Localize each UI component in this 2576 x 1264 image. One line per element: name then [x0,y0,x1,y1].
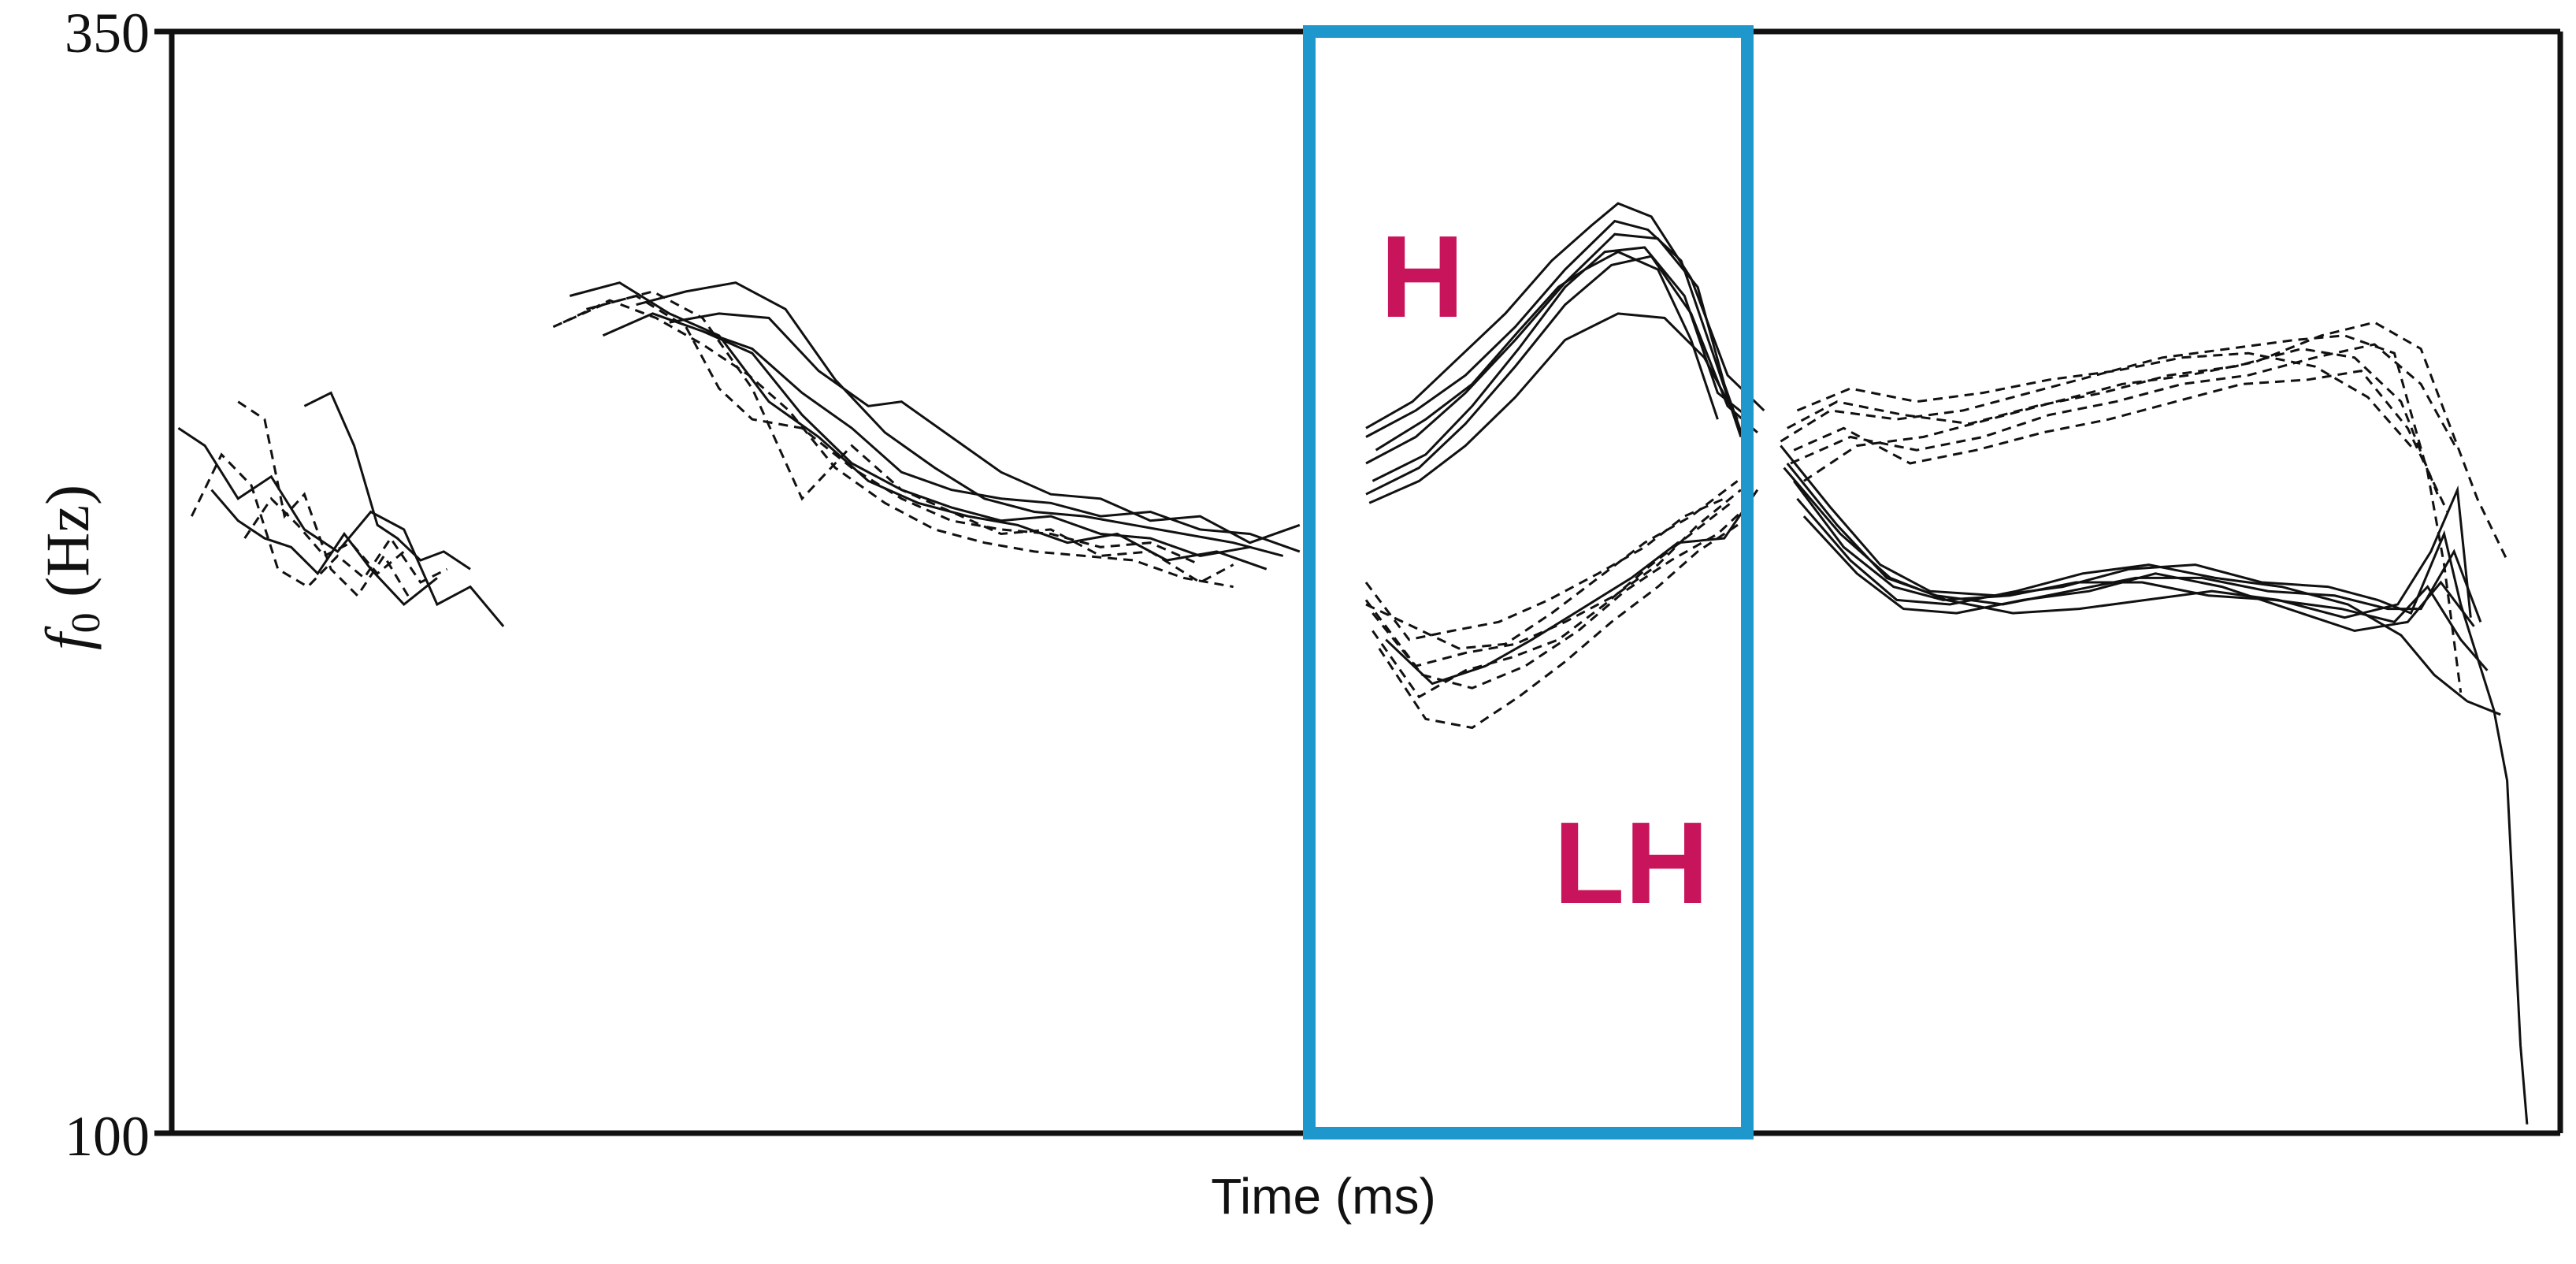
contour-series-3 [210,489,438,607]
contour-series-34 [1790,343,2459,465]
contour-series-39 [1802,515,2475,633]
contour-series-31 [1793,369,2449,513]
y-axis-label-unit: (Hz) [33,485,102,612]
contour-series-5 [303,391,471,571]
contour-series-1 [177,427,505,627]
contour-series-11 [636,281,1284,557]
contour-series-21 [1365,202,1765,429]
contour-series-25 [1378,519,1745,730]
contour-series-28 [1385,489,1759,686]
contour-series-35 [1780,444,2529,1125]
contour-series-37 [1793,480,2489,671]
contour-series-27 [1372,502,1752,690]
contour-series-30 [1787,348,2439,495]
contour-series-32 [1796,351,2415,452]
y-axis-label: f0 (Hz) [33,485,109,650]
contour-series-7 [552,290,1234,584]
contour-series-23 [1372,502,1732,699]
contour-series-2 [190,452,448,589]
contour-series-16 [1365,232,1749,465]
contour-series-38 [1796,497,2501,716]
contour-series-12 [669,312,1301,545]
contour-series-13 [562,299,1234,589]
x-axis-label: Time (ms) [1211,1168,1436,1225]
contour-series-29 [1780,334,2463,693]
contour-series-19 [1375,250,1719,452]
contour-series-15 [1365,219,1743,438]
contour-series-33 [1803,321,2508,561]
y-tick-label-bottom: 100 [65,1105,150,1168]
contour-series-14 [702,329,1301,553]
contour-series-group [177,202,2529,1125]
contour-series-40 [1783,467,2472,619]
annotation-lh: LH [1553,798,1709,928]
contour-series-22 [1364,489,1742,667]
contour-series-24 [1364,497,1725,641]
annotation-h: H [1380,212,1464,342]
contour-series-6 [243,496,405,575]
contour-series-20 [1368,312,1739,504]
highlight-region-box [1303,25,1754,1139]
contour-series-26 [1365,480,1739,650]
contour-series-10 [586,294,1201,566]
contour-series-8 [569,281,1268,571]
y-axis-label-subscript: 0 [64,612,109,633]
contour-series-4 [237,400,412,601]
contour-series-18 [1365,255,1758,496]
y-tick-label-top: 350 [65,2,150,65]
